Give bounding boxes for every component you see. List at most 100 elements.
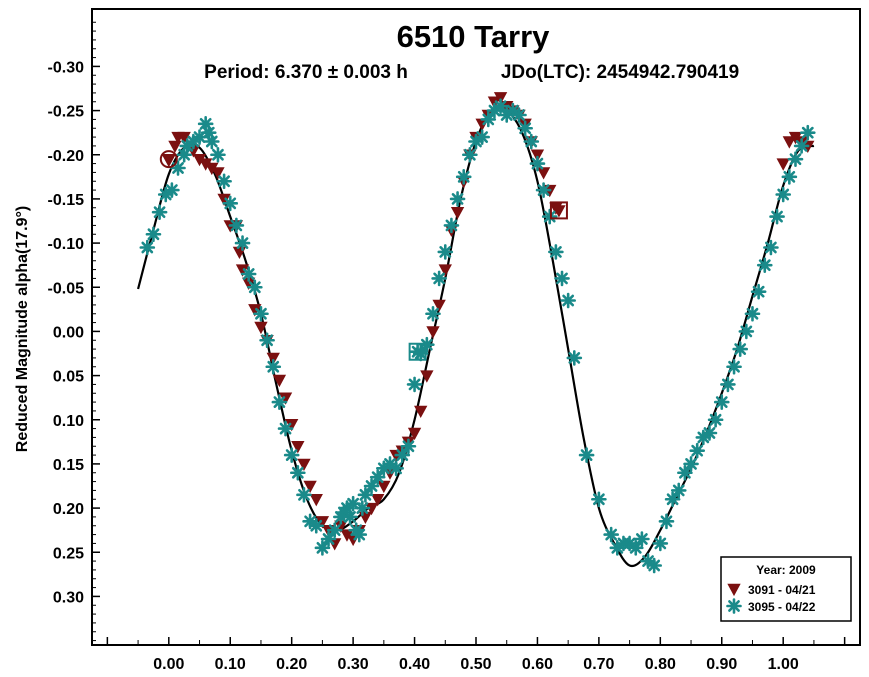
- data-point-3095: [204, 133, 220, 150]
- data-point-3095: [326, 522, 343, 538]
- data-point-3091: [377, 480, 391, 494]
- data-point-3091: [177, 131, 191, 145]
- data-point-3095: [314, 540, 331, 556]
- data-point-3095: [400, 438, 417, 455]
- data-point-3091: [291, 441, 305, 454]
- data-point-3095: [732, 341, 748, 357]
- data-point-3095: [406, 376, 423, 393]
- x-tick-label: 0.70: [583, 656, 614, 673]
- x-tick-label: 0.10: [215, 656, 246, 673]
- data-point-3095: [369, 469, 386, 485]
- data-point-3095: [462, 146, 478, 163]
- legend-triangle: [727, 583, 741, 597]
- data-point-3095: [170, 160, 186, 176]
- data-point-3095: [591, 491, 607, 508]
- y-tick-label: -0.20: [48, 148, 85, 165]
- data-point-3095: [523, 133, 540, 150]
- y-tick-label: 0.15: [53, 457, 84, 474]
- data-point-3095: [677, 464, 693, 481]
- data-point-3095: [308, 517, 325, 534]
- y-axis: -0.30 -0.25 -0.20 -0.15 -0.10 -0.05 0.00 0.05 0.…: [48, 21, 100, 642]
- data-point-3095: [726, 358, 742, 375]
- data-point-3095: [388, 460, 404, 477]
- legend: Year: 2009 3091 - 04/21 3095 - 04/22: [720, 556, 852, 622]
- data-point-3091: [297, 458, 311, 472]
- data-point-3095: [437, 244, 454, 260]
- data-point-3095: [670, 482, 687, 499]
- y-tick-label: -0.10: [48, 236, 85, 253]
- chart-subtitle-period: Period: 6.370 ± 0.003 h: [204, 62, 408, 83]
- data-point-3095: [222, 195, 239, 212]
- y-tick-label: 0.30: [53, 589, 84, 606]
- data-point-3095: [658, 513, 675, 530]
- data-point-3091: [254, 321, 268, 335]
- data-point-3091: [438, 264, 452, 277]
- data-point-3095: [320, 531, 337, 547]
- data-point-3095: [793, 138, 810, 154]
- chart-subtitle-epoch: JDo(LTC): 2454942.790419: [501, 62, 739, 83]
- data-point-3095: [756, 257, 773, 273]
- data-point-3095: [259, 332, 275, 349]
- data-point-3095: [363, 478, 380, 494]
- y-tick-label: -0.05: [48, 280, 85, 297]
- series-3095: [139, 98, 816, 574]
- y-tick-label: 0.25: [53, 545, 84, 562]
- y-tick-label: -0.25: [48, 104, 85, 121]
- data-point-3095: [240, 266, 257, 282]
- data-point-3095: [283, 447, 300, 463]
- data-point-3095: [351, 526, 368, 543]
- data-point-3095: [701, 425, 718, 441]
- data-point-3091: [530, 149, 545, 162]
- data-point-3095: [290, 464, 306, 481]
- data-point-3091: [211, 167, 225, 180]
- legend-asterisk: [726, 598, 742, 614]
- highlight-square-marker: [549, 201, 568, 220]
- x-tick-label: 0.30: [338, 656, 369, 673]
- data-point-3095: [713, 394, 730, 410]
- data-point-3091: [493, 92, 508, 105]
- data-point-3095: [603, 526, 619, 543]
- data-point-3095: [707, 411, 724, 428]
- data-point-3095: [769, 208, 785, 225]
- x-tick-label: 0.80: [645, 656, 676, 673]
- data-point-3095: [425, 305, 441, 322]
- data-point-3095: [664, 491, 681, 508]
- data-point-3095: [517, 120, 533, 137]
- data-point-3095: [646, 557, 662, 574]
- x-tick-label: 0.60: [522, 656, 553, 673]
- y-tick-label: 0.10: [53, 413, 84, 430]
- data-point-3091: [420, 370, 434, 383]
- data-point-3095: [775, 186, 792, 203]
- highlight-point: [409, 343, 426, 360]
- data-point-3095: [720, 376, 736, 393]
- x-axis: 0.00 0.10 0.20 0.30 0.40 0.50 0.60 0.70 0.80 0.90…: [106, 637, 846, 673]
- data-point-3095: [455, 169, 472, 185]
- data-point-3095: [277, 420, 294, 437]
- data-point-3091: [536, 167, 551, 180]
- highlight-point: [552, 205, 566, 218]
- plot-frame: [91, 8, 861, 646]
- data-point-3095: [689, 442, 705, 459]
- data-point-3095: [145, 226, 162, 243]
- data-point-3095: [787, 151, 804, 167]
- x-tick-label: 0.50: [460, 656, 491, 673]
- data-point-3095: [216, 173, 232, 190]
- data-point-3095: [139, 239, 156, 256]
- data-point-3095: [247, 279, 263, 296]
- legend-box: [720, 556, 852, 622]
- data-point-3095: [535, 182, 552, 198]
- data-point-3091: [426, 326, 440, 339]
- data-point-3095: [449, 191, 466, 207]
- legend-marker-3095: [726, 598, 742, 614]
- data-point-3095: [265, 358, 282, 375]
- data-point-3095: [634, 531, 650, 547]
- x-tick-label: 0.90: [706, 656, 737, 673]
- data-point-3095: [151, 204, 168, 220]
- highlight-point: [162, 154, 176, 168]
- data-point-3095: [480, 111, 497, 128]
- data-point-3095: [781, 169, 798, 185]
- data-point-3091: [432, 299, 446, 313]
- data-point-3091: [272, 374, 287, 388]
- data-point-3095: [763, 239, 779, 256]
